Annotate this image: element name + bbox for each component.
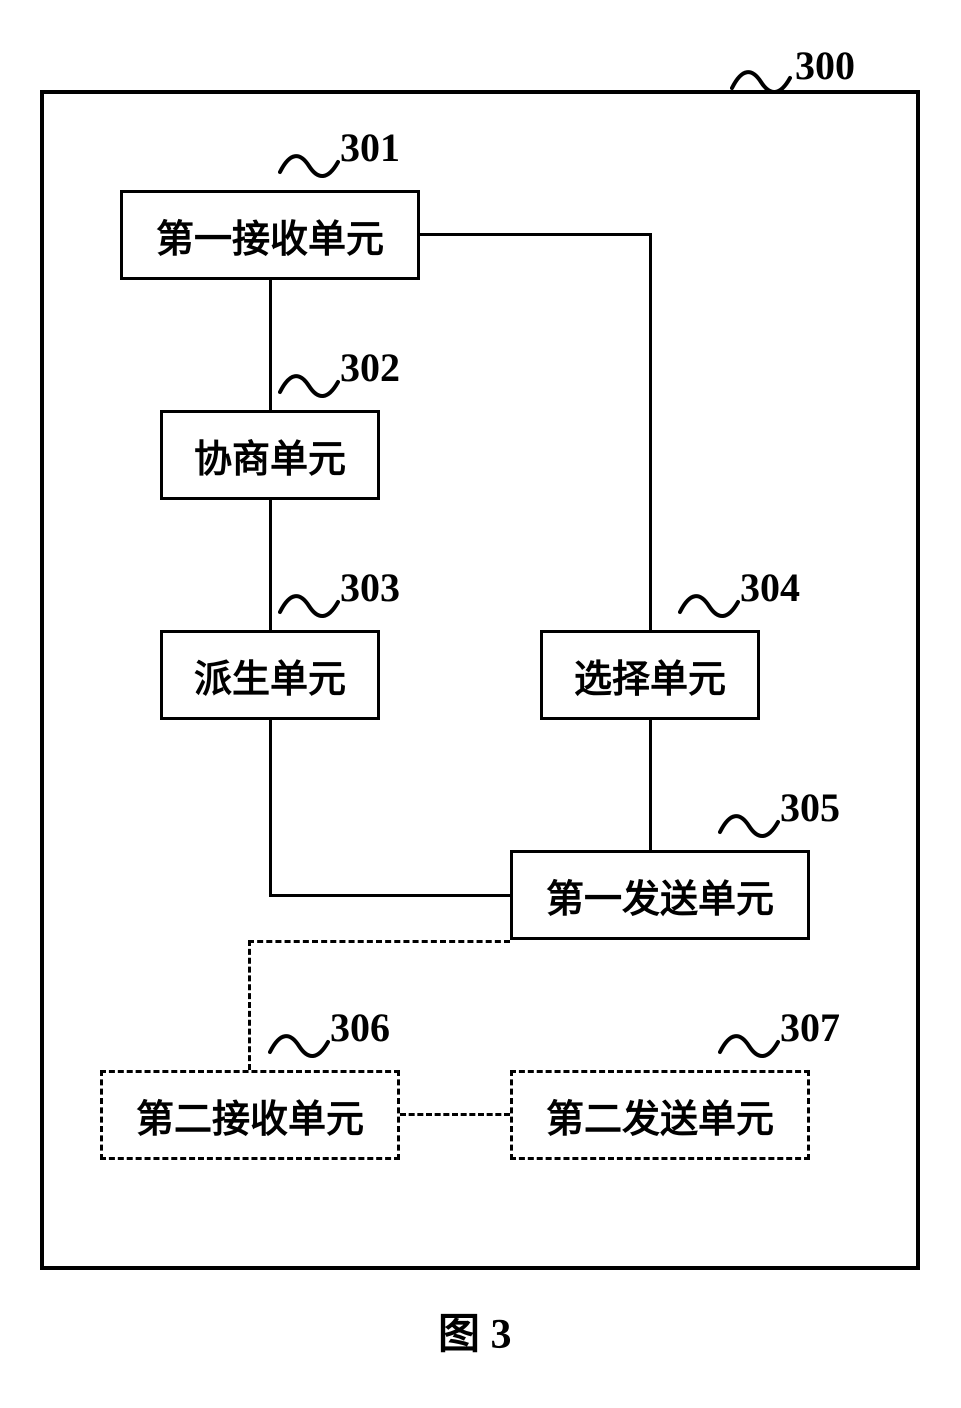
connector <box>248 940 510 943</box>
connector <box>269 500 272 630</box>
node-n307: 第二发送单元 <box>510 1070 810 1160</box>
lead-squiggle-icon <box>268 1030 330 1060</box>
connector <box>400 1113 510 1116</box>
ref-label-301: 301 <box>340 124 400 171</box>
node-label: 选择单元 <box>574 648 726 703</box>
ref-label-303: 303 <box>340 564 400 611</box>
connector <box>248 940 251 1070</box>
ref-label-300: 300 <box>795 42 855 89</box>
diagram-container: 图 3 第一接收单元协商单元派生单元选择单元第一发送单元第二接收单元第二发送单元… <box>40 60 920 1320</box>
node-n306: 第二接收单元 <box>100 1070 400 1160</box>
figure-caption: 图 3 <box>438 1300 512 1361</box>
lead-squiggle-icon <box>678 590 740 620</box>
connector <box>420 233 650 236</box>
ref-label-304: 304 <box>740 564 800 611</box>
node-label: 第一发送单元 <box>546 868 774 923</box>
lead-squiggle-icon <box>278 370 340 400</box>
lead-squiggle-icon <box>730 66 792 96</box>
node-n301: 第一接收单元 <box>120 190 420 280</box>
connector <box>269 894 510 897</box>
node-label: 派生单元 <box>194 648 346 703</box>
ref-label-307: 307 <box>780 1004 840 1051</box>
node-label: 第二发送单元 <box>546 1088 774 1143</box>
node-n303: 派生单元 <box>160 630 380 720</box>
lead-squiggle-icon <box>718 1030 780 1060</box>
ref-label-306: 306 <box>330 1004 390 1051</box>
node-label: 协商单元 <box>194 428 346 483</box>
node-label: 第一接收单元 <box>156 208 384 263</box>
node-n302: 协商单元 <box>160 410 380 500</box>
ref-label-302: 302 <box>340 344 400 391</box>
lead-squiggle-icon <box>278 590 340 620</box>
connector <box>649 233 652 630</box>
lead-squiggle-icon <box>718 810 780 840</box>
connector <box>649 720 652 850</box>
node-n305: 第一发送单元 <box>510 850 810 940</box>
connector <box>269 720 272 895</box>
node-n304: 选择单元 <box>540 630 760 720</box>
connector <box>269 280 272 410</box>
ref-label-305: 305 <box>780 784 840 831</box>
node-label: 第二接收单元 <box>136 1088 364 1143</box>
lead-squiggle-icon <box>278 150 340 180</box>
